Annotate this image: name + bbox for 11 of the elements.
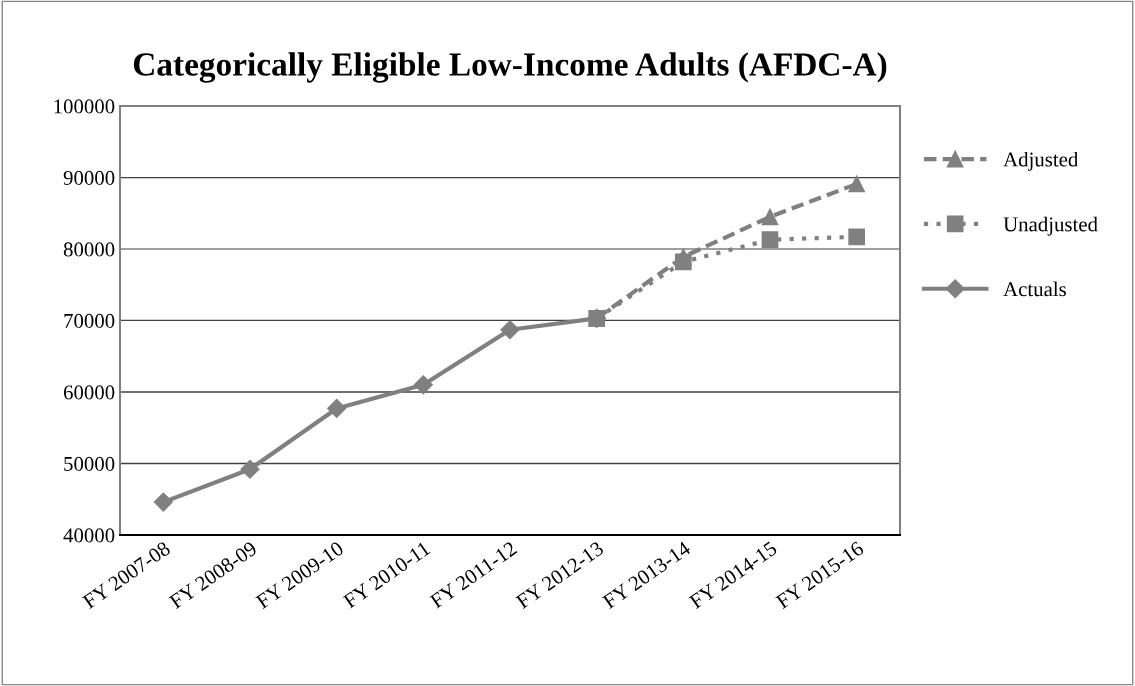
y-tick-label: 40000 [63,528,115,543]
y-tick-label: 60000 [63,385,115,400]
chart-title: Categorically Eligible Low-Income Adults (AFDC-A) [133,52,887,83]
legend-label: Actuals [1003,281,1066,297]
y-tick-label: 80000 [63,242,115,257]
y-tick-label: 50000 [64,456,115,471]
legend-label: Unadjusted [1003,216,1098,236]
y-tick-label: 100000 [54,99,115,114]
y-tick-label: 90000 [63,170,115,185]
y-tick-label: 70000 [64,313,115,328]
legend-label: Adjusted [1003,151,1079,171]
